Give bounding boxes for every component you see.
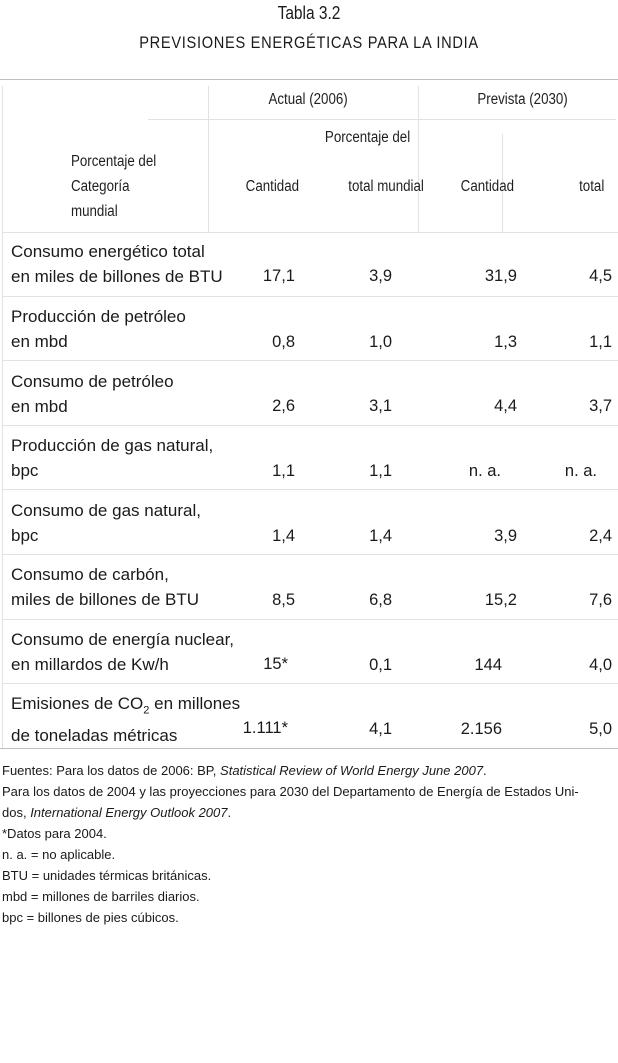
header-total: total	[578, 178, 604, 195]
cell-prevista-porcentaje: 4,5	[589, 267, 612, 285]
header-bottom-rule	[2, 232, 618, 233]
row-category: Consumo de energía nuclear, en millardos…	[11, 630, 235, 674]
cell-actual-porcentaje: 1,1	[369, 462, 392, 480]
cell-actual-porcentaje: 1,4	[369, 527, 392, 545]
cell-prevista-porcentaje: 4,0	[589, 656, 612, 674]
cell-prevista-porcentaje: 3,7	[589, 397, 612, 415]
cell-prevista-porcentaje: 2,4	[589, 527, 612, 545]
note-mbd: mbd = millones de barriles diarios.	[2, 889, 200, 904]
header-category-line1: Porcentaje del	[71, 153, 157, 170]
cell-prevista-cantidad: 4,4	[494, 397, 517, 415]
cell-actual-cantidad: 1.111*	[242, 719, 288, 737]
cell-prevista-cantidad: 2.156	[460, 720, 502, 738]
cell-actual-porcentaje: 4,1	[369, 720, 392, 738]
table-number: Tabla 3.2	[277, 3, 341, 23]
header-divider-2	[418, 86, 419, 232]
cell-prevista-cantidad: 1,3	[494, 333, 517, 351]
header-divider-3	[502, 134, 503, 232]
header-porcentaje-del: Porcentaje del	[324, 129, 411, 146]
row-divider	[2, 489, 618, 490]
row-category: Producción de petróleo en mbd	[11, 307, 186, 351]
cell-prevista-cantidad: 144	[474, 656, 502, 674]
note-para-los-datos: Para los datos de 2004 y las proyeccione…	[2, 784, 579, 799]
cell-prevista-porcentaje: 5,0	[589, 720, 612, 738]
row-divider	[2, 360, 618, 361]
cell-actual-porcentaje: 3,1	[369, 397, 392, 415]
header-actual-2006: Actual (2006)	[268, 91, 348, 108]
table-title: PREVISIONES ENERGÉTICAS PARA LA INDIA	[139, 33, 479, 52]
cell-actual-porcentaje: 6,8	[369, 591, 392, 609]
row-category: Producción de gas natural, bpc	[11, 436, 214, 480]
row-divider	[2, 554, 618, 555]
header-total-mundial: total mundial	[348, 178, 424, 195]
row-category: Consumo energético total en miles de bil…	[11, 242, 223, 286]
table-bottom-rule	[0, 748, 618, 749]
table-footnotes: Fuentes: Para los datos de 2006: BP, Sta…	[2, 760, 612, 928]
note-btu: BTU = unidades térmicas británicas.	[2, 868, 212, 883]
cell-prevista-porcentaje: 7,6	[589, 591, 612, 609]
table-top-rule	[0, 79, 618, 80]
header-divider-1	[208, 86, 209, 232]
note-bpc: bpc = billones de pies cúbicos.	[2, 910, 179, 925]
cell-actual-cantidad: 2,6	[272, 397, 295, 415]
note-datos-2004: *Datos para 2004.	[2, 826, 107, 841]
row-category: Consumo de gas natural, bpc	[11, 501, 201, 545]
cell-actual-porcentaje: 0,1	[369, 656, 392, 674]
note-para-los-datos-cont: dos, International Energy Outlook 2007.	[2, 805, 232, 820]
row-divider	[2, 683, 618, 684]
cell-actual-cantidad: 1,4	[272, 527, 295, 545]
header-group-rule	[148, 119, 616, 120]
row-divider	[2, 619, 618, 620]
cell-actual-cantidad: 8,5	[272, 591, 295, 609]
cell-prevista-porcentaje: n. a.	[564, 462, 597, 480]
cell-actual-cantidad: 1,1	[272, 462, 295, 480]
header-category-line2: Categoría	[71, 178, 130, 195]
row-divider	[2, 425, 618, 426]
note-na: n. a. = no aplicable.	[2, 847, 116, 862]
row-category: Consumo de carbón, miles de billones de …	[11, 565, 200, 609]
cell-prevista-cantidad: 3,9	[494, 527, 517, 545]
cell-prevista-cantidad: n. a.	[468, 462, 501, 480]
header-cantidad-prevista: Cantidad	[460, 178, 514, 195]
header-cantidad-actual: Cantidad	[245, 178, 299, 195]
cell-actual-cantidad: 17,1	[262, 267, 295, 285]
cell-prevista-cantidad: 15,2	[484, 591, 517, 609]
row-divider	[2, 296, 618, 297]
cell-prevista-porcentaje: 1,1	[589, 333, 612, 351]
note-fuentes: Fuentes: Para los datos de 2006: BP, Sta…	[2, 763, 487, 778]
cell-prevista-cantidad: 31,9	[484, 267, 517, 285]
cell-actual-porcentaje: 1,0	[369, 333, 392, 351]
table-left-border	[2, 86, 3, 748]
cell-actual-porcentaje: 3,9	[369, 267, 392, 285]
row-category: Emisiones de CO2 en millones de tonelada…	[11, 694, 241, 746]
header-category-line3: mundial	[71, 203, 118, 220]
cell-actual-cantidad: 15*	[263, 655, 288, 673]
row-category: Consumo de petróleo en mbd	[11, 372, 174, 416]
cell-actual-cantidad: 0,8	[272, 333, 295, 351]
header-prevista-2030: Prevista (2030)	[477, 91, 568, 108]
